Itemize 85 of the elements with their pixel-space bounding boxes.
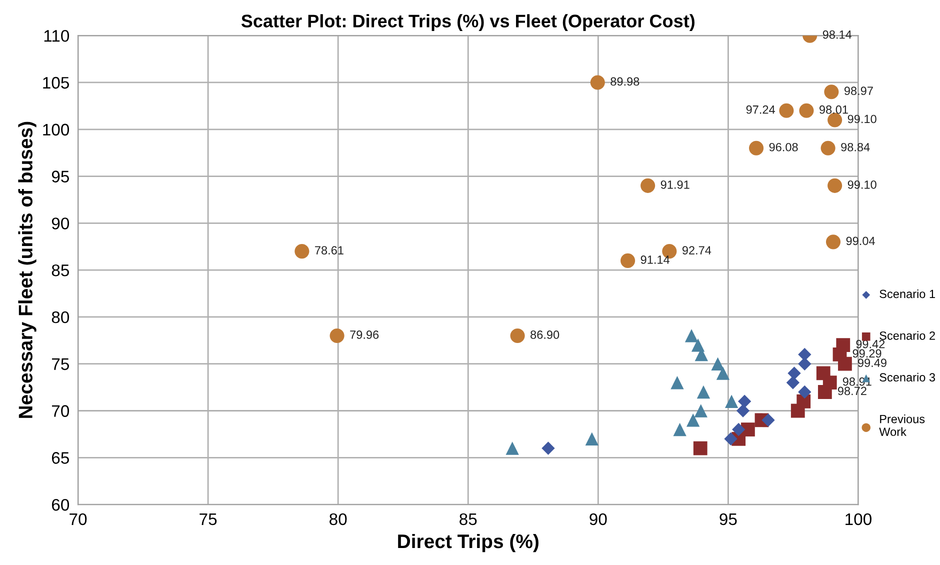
y-tick-label: 110 [44,30,70,42]
point [748,140,764,156]
y-tick-label: 60 [52,498,70,511]
annotation: 98.97 [844,86,873,96]
point [542,442,555,455]
point [738,394,752,408]
annotation: 99.42 [856,340,885,348]
point [673,422,686,436]
point [620,253,636,268]
legend-label: Scenario 2 [880,331,935,340]
point [799,103,814,118]
y-tick-label: 75 [52,358,69,370]
point [684,329,698,342]
point [786,376,800,390]
annotation: 97.24 [746,105,775,114]
annotation: 86.90 [530,330,560,339]
annotation: 96.08 [769,142,798,152]
point [798,385,812,399]
point [762,414,775,427]
point [796,394,811,408]
point [696,385,710,399]
y-tick-label: 80 [52,311,70,324]
annotation: 99.10 [848,114,876,124]
annotation: 98.72 [838,386,866,396]
y-tick-label: 100 [43,124,70,136]
x-tick-label: 90 [590,513,607,526]
point [585,432,598,446]
annotation: 99.49 [858,358,886,368]
point [510,328,525,344]
y-tick-label: 85 [52,264,69,276]
x-tick-label: 85 [460,513,477,526]
chart-title: Scatter Plot: Direct Trips (%) vs Fleet (Operator Cost) [241,14,694,32]
x-tick-label: 70 [70,513,87,526]
point [820,140,836,156]
point [694,404,708,418]
point [824,84,839,100]
point [828,112,842,128]
y-tick-label: 65 [52,452,69,464]
x-tick-label: 75 [200,513,217,526]
point [736,404,750,418]
point [640,178,656,193]
point [724,432,738,446]
point [506,442,519,455]
annotation: 98.01 [820,105,848,114]
point [670,376,684,390]
point [732,422,746,436]
y-tick-label: 70 [52,405,70,417]
y-tick-label: 105 [43,76,69,89]
annotation: 91.14 [640,256,670,264]
point [788,366,801,380]
point [798,357,812,370]
legend-label: Previous Work [879,414,925,436]
x-tick-label: 80 [330,513,347,526]
point [828,178,842,193]
legend-label: Scenario 1 [880,289,935,298]
annotation: 99.29 [852,349,882,358]
x-axis-title: Direct Trips (%) [398,534,538,552]
annotation: 79.96 [350,330,379,339]
annotation: 78.61 [315,246,344,254]
annotation: 98.84 [841,142,870,152]
legend-label: Scenario 3 [880,372,936,382]
point [816,366,830,380]
y-axis-title: Necessary Fleet (units of buses) [18,122,36,418]
point [686,414,700,427]
annotation: 92.74 [682,246,712,254]
point [724,394,738,408]
y-tick-label: 95 [52,170,69,182]
point [590,75,605,90]
point [826,234,841,250]
annotation: 99.10 [848,180,876,189]
point [741,422,755,436]
annotation: 91.91 [660,180,690,189]
annotation: 99.04 [846,236,875,246]
point [294,244,310,259]
annotation: 98.14 [822,30,852,39]
y-tick-label: 90 [52,218,70,230]
annotation: 89.98 [610,77,640,86]
point [693,441,708,456]
point [779,103,794,118]
point [836,338,850,352]
point [330,328,344,344]
x-tick-label: 95 [720,513,737,526]
x-tick-label: 100 [846,513,872,526]
point [711,357,724,370]
point [716,366,730,380]
